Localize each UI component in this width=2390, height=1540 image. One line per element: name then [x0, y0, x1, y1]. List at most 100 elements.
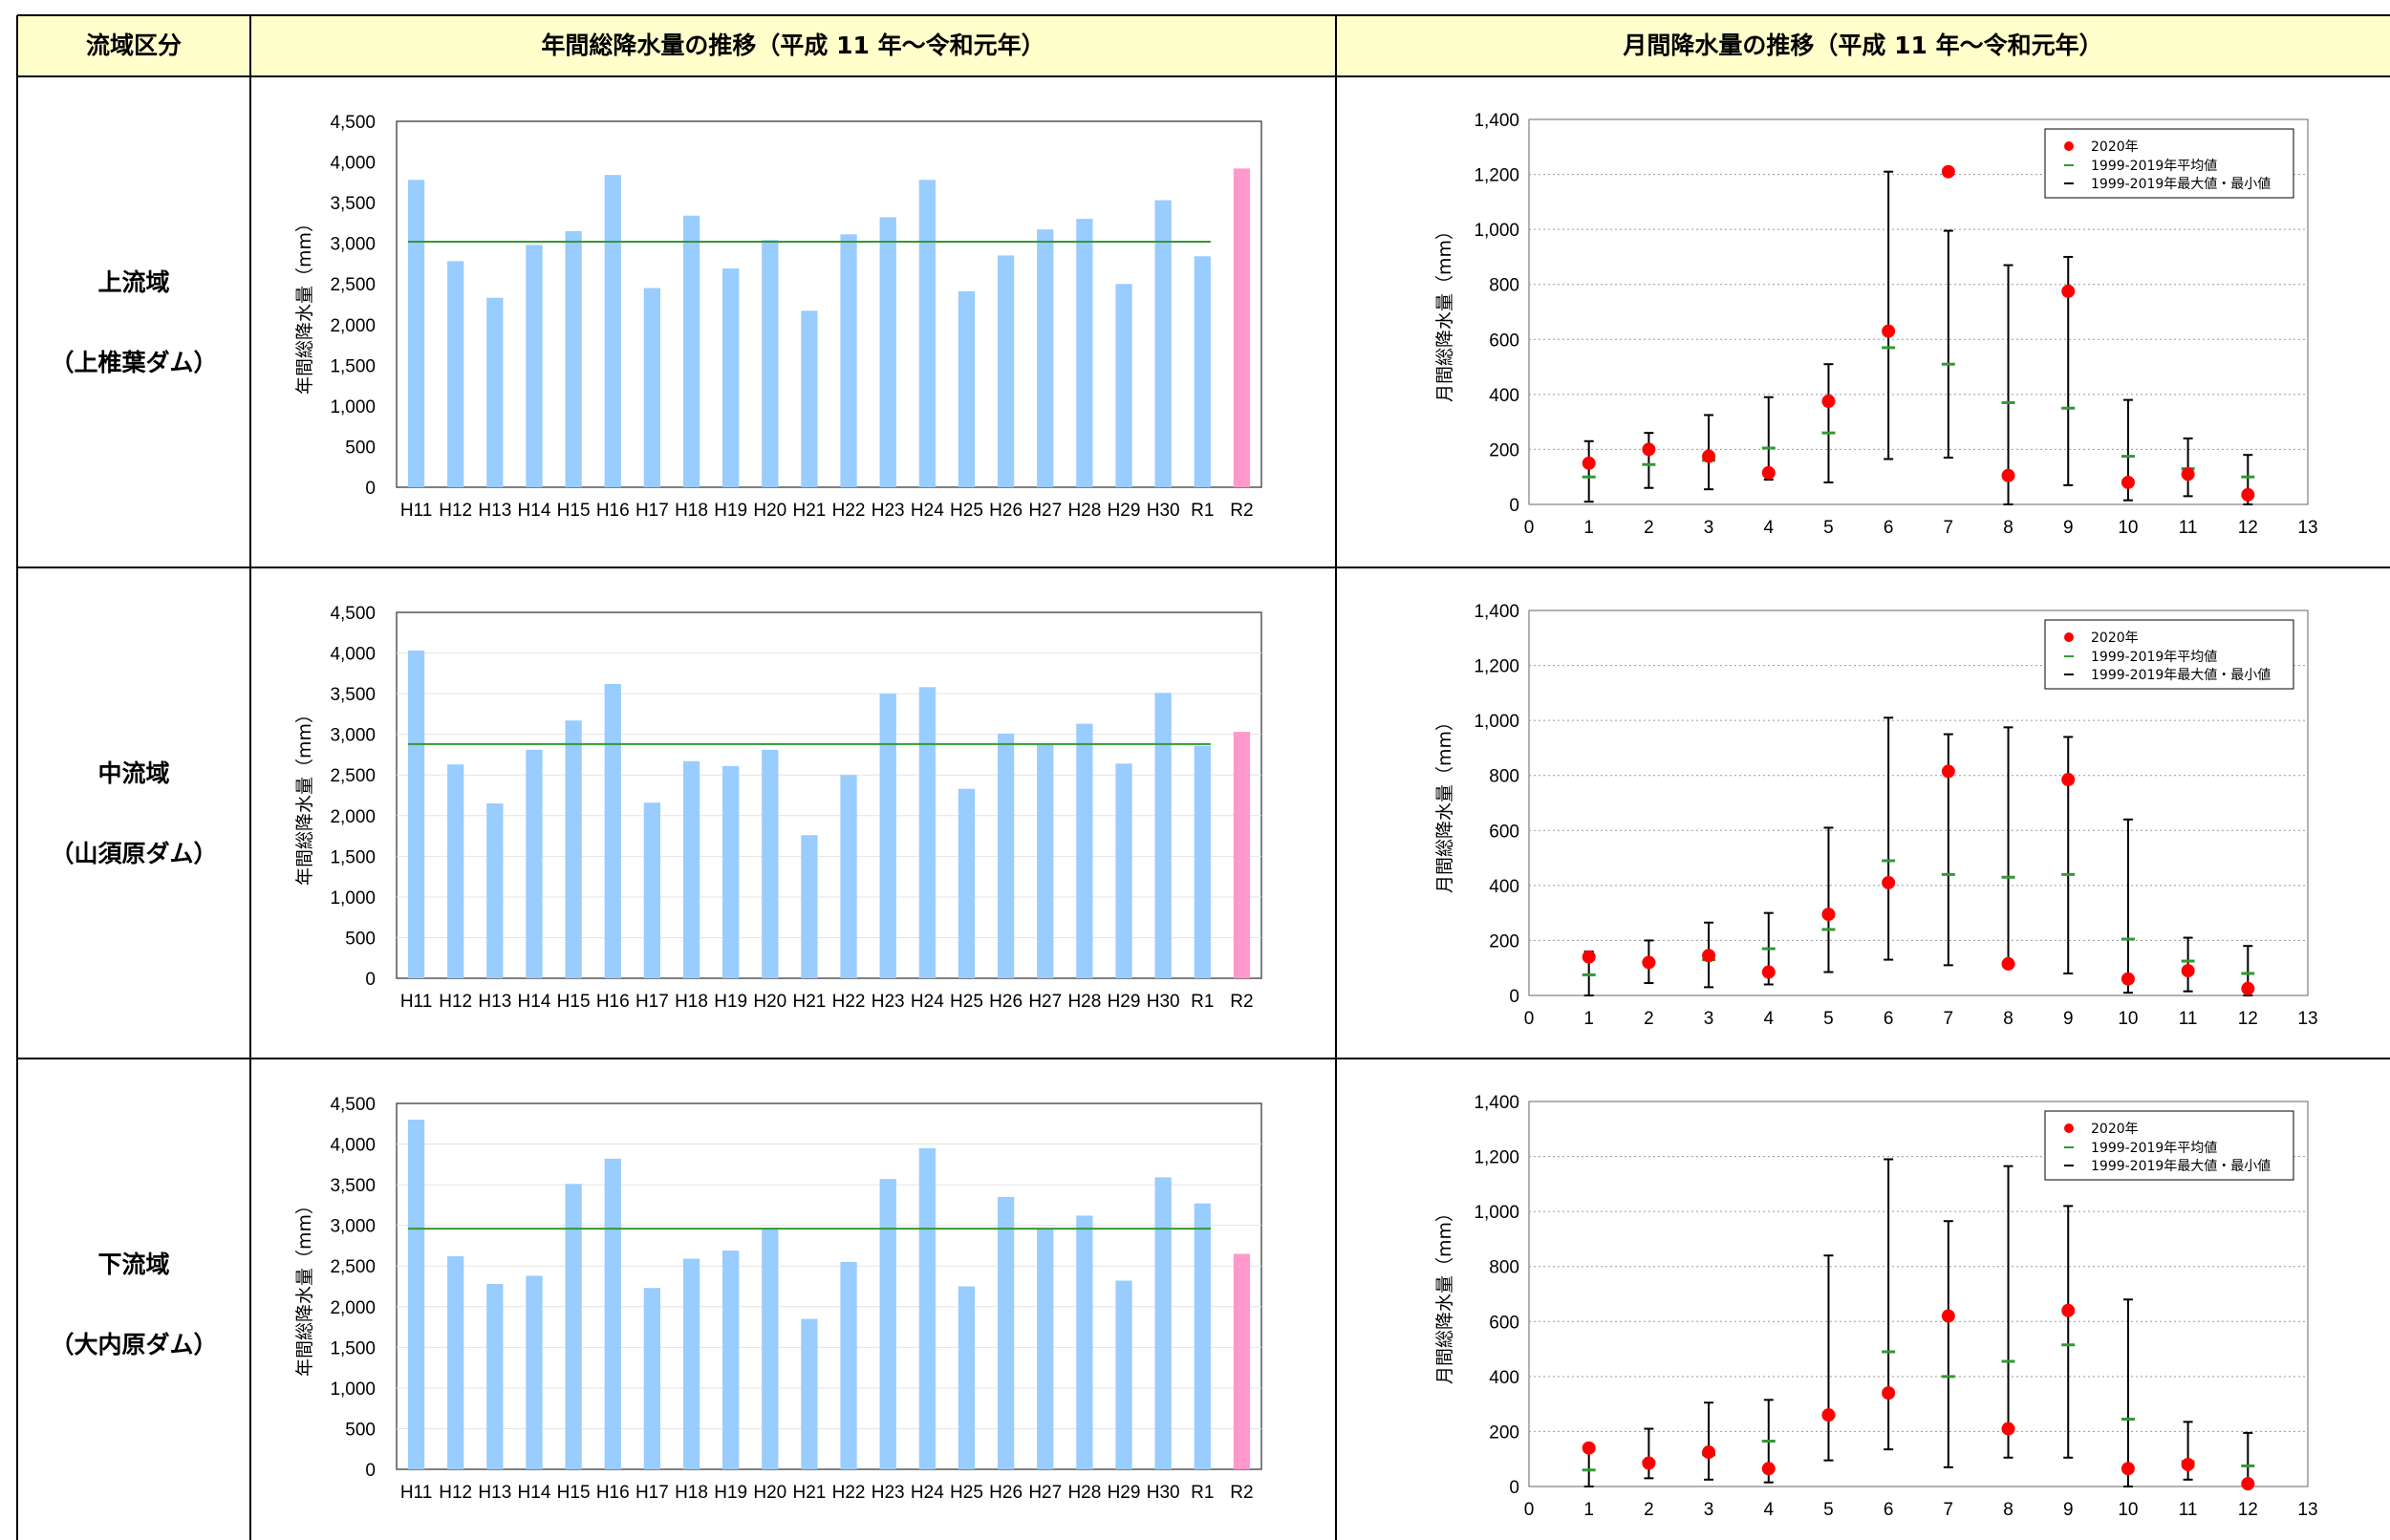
point-2020: [2181, 467, 2195, 481]
x-tick-label: H18: [675, 992, 708, 1012]
y-tick-label: 400: [1489, 1368, 1519, 1388]
x-tick-label: 4: [1763, 1009, 1774, 1029]
x-tick-label: H22: [832, 992, 866, 1012]
legend-label-range: 1999-2019年最大値・最小値: [2091, 668, 2271, 683]
point-2020: [1761, 465, 1776, 480]
annual-bar-chart-middle: 0 500 1,000 1,500 2,000 2,500 3,000 3,500 4,000 4…: [294, 604, 1262, 1012]
point-2020: [1761, 965, 1776, 979]
x-tick-label: 6: [1884, 1500, 1894, 1520]
x-tick-label: H12: [439, 501, 472, 521]
x-tick-label: H22: [832, 501, 866, 521]
point-2020: [2121, 1462, 2135, 1476]
x-tick-label: 8: [2003, 518, 2013, 538]
y-tick-label: 800: [1489, 767, 1519, 787]
annual-chart-upper: 0 500 1,000 1,500 2,000 2,500 3,000 3,500 4,000 4…: [277, 96, 1328, 545]
y-tick-label: 1,400: [1474, 1093, 1519, 1113]
bar: [486, 803, 504, 978]
y-axis-label: 年間総降水量（mm）: [294, 214, 315, 395]
x-tick-label: 2: [1644, 1500, 1654, 1520]
point-2020: [1702, 949, 1716, 963]
x-tick-label: H13: [478, 1483, 511, 1503]
point-2020: [2181, 964, 2195, 978]
x-tick-label: R2: [1230, 501, 1253, 521]
bar: [801, 835, 818, 978]
bar: [565, 230, 582, 487]
y-tick-label: 4,500: [330, 113, 376, 133]
legend-label-range: 1999-2019年最大値・最小値: [2091, 1159, 2271, 1174]
y-tick-label: 1,500: [330, 847, 376, 867]
x-tick-label: H24: [911, 1483, 944, 1503]
x-tick-label: H21: [793, 992, 827, 1012]
bar: [1076, 723, 1093, 978]
x-tick-label: 9: [2063, 1009, 2074, 1029]
x-tick-label: H28: [1067, 501, 1101, 521]
x-tick-label: H16: [596, 501, 630, 521]
y-tick-label: 1,500: [330, 356, 376, 376]
point-2020: [1642, 1456, 1656, 1470]
x-tick-label: 10: [2118, 1009, 2138, 1029]
x-tick-label: H15: [557, 992, 591, 1012]
y-tick-label: 1,000: [1474, 1203, 1519, 1223]
bar: [447, 1256, 464, 1469]
bar: [762, 749, 779, 978]
y-tick-label: 3,500: [330, 1176, 376, 1196]
y-tick-label: 200: [1489, 1422, 1519, 1443]
x-tick-label: H20: [753, 501, 786, 521]
point-2020: [1582, 950, 1596, 964]
x-tick-label: H25: [950, 1483, 983, 1503]
x-tick-label: H13: [478, 992, 511, 1012]
x-tick-label: H23: [872, 501, 905, 521]
x-tick-label: 12: [2238, 518, 2258, 538]
legend-label-average: 1999-2019年平均値: [2091, 1141, 2217, 1156]
point-2020: [1882, 1386, 1896, 1401]
x-tick-label: 6: [1884, 518, 1894, 538]
bar: [643, 802, 661, 978]
y-tick-label: 800: [1489, 276, 1519, 296]
x-tick-label: 10: [2118, 1500, 2138, 1520]
y-tick-label: 3,000: [330, 726, 376, 746]
point-2020: [1582, 1441, 1596, 1455]
y-tick-label: 1,400: [1474, 602, 1519, 622]
x-tick-label: H22: [832, 1483, 866, 1503]
bar: [1115, 1280, 1132, 1469]
x-tick-label: 8: [2003, 1009, 2013, 1029]
x-tick-label: H14: [518, 501, 551, 521]
annual-bar-chart-upper: 0 500 1,000 1,500 2,000 2,500 3,000 3,500 4,000 4…: [294, 113, 1262, 521]
x-tick-label: 13: [2297, 1009, 2317, 1029]
monthly-chart-middle: 0 200 400 600 800 1,000 1,200 1,400 0 1 2 3 4 5 6 7 8 9 10…: [1433, 587, 2379, 1036]
dam-name: （山須原ダム）: [50, 839, 218, 867]
y-tick-label: 3,000: [330, 1217, 376, 1237]
point-2020: [1702, 1445, 1716, 1460]
x-tick-label: 0: [1524, 1009, 1535, 1029]
x-tick-label: 0: [1524, 1500, 1535, 1520]
x-tick-label: H19: [714, 501, 747, 521]
y-tick-label: 2,500: [330, 275, 376, 295]
y-tick-label: 600: [1489, 822, 1519, 842]
point-2020: [1642, 955, 1656, 970]
row-label-middle: 中流域 （山須原ダム）: [17, 760, 250, 866]
y-tick-label: 200: [1489, 931, 1519, 952]
x-tick-label: 9: [2063, 1500, 2074, 1520]
x-tick-label: H30: [1147, 992, 1180, 1012]
header-annual: 年間総降水量の推移（平成 11 年～令和元年）: [541, 32, 1045, 59]
legend-label-2020: 2020年: [2091, 139, 2139, 155]
point-2020: [2001, 956, 2015, 971]
y-tick-label: 0: [365, 479, 376, 499]
point-2020: [1941, 764, 1955, 779]
point-2020: [1882, 875, 1896, 889]
x-tick-label: H12: [439, 1483, 472, 1503]
bar: [879, 694, 896, 978]
y-tick-label: 400: [1489, 386, 1519, 406]
point-2020: [1642, 442, 1656, 457]
point-2020: [1941, 1309, 1955, 1323]
y-tick-label: 2,000: [330, 1298, 376, 1318]
point-2020: [1941, 164, 1955, 179]
bar: [1037, 1229, 1054, 1469]
y-tick-label: 1,500: [330, 1338, 376, 1358]
bar: [997, 255, 1015, 487]
bar: [447, 764, 464, 978]
point-2020: [1761, 1462, 1776, 1476]
legend-marker-2020: [2064, 632, 2074, 642]
x-tick-label: 7: [1944, 1500, 1954, 1520]
